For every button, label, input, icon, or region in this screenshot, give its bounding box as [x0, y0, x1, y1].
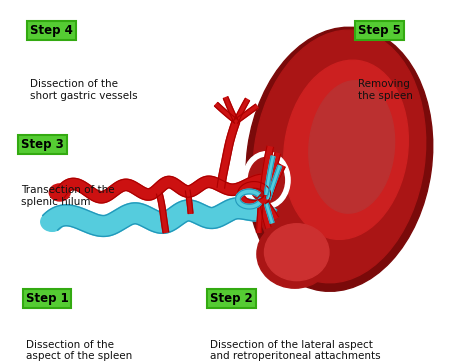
Polygon shape	[55, 174, 267, 203]
Text: Step 2: Step 2	[210, 292, 253, 305]
Polygon shape	[185, 190, 193, 214]
Text: Step 1: Step 1	[26, 292, 69, 305]
Text: Step 4: Step 4	[30, 24, 73, 37]
Text: Removing
the spleen: Removing the spleen	[358, 79, 413, 101]
Polygon shape	[215, 102, 237, 123]
Polygon shape	[237, 182, 271, 207]
Polygon shape	[235, 104, 258, 123]
Ellipse shape	[253, 30, 426, 283]
Polygon shape	[260, 146, 273, 190]
Ellipse shape	[284, 60, 408, 239]
Text: Dissection of the
aspect of the spleen: Dissection of the aspect of the spleen	[26, 340, 132, 361]
Polygon shape	[217, 120, 240, 188]
Polygon shape	[264, 203, 274, 223]
Polygon shape	[234, 98, 249, 122]
Polygon shape	[264, 153, 281, 195]
Ellipse shape	[264, 224, 329, 281]
Polygon shape	[223, 97, 238, 122]
Ellipse shape	[246, 27, 433, 291]
Ellipse shape	[248, 157, 284, 203]
Polygon shape	[156, 193, 169, 233]
Ellipse shape	[41, 212, 64, 231]
Text: Transection of the
splenic hilum: Transection of the splenic hilum	[21, 185, 115, 207]
Polygon shape	[264, 156, 275, 195]
Polygon shape	[43, 198, 277, 236]
Polygon shape	[266, 165, 282, 200]
Text: Dissection of the
short gastric vessels: Dissection of the short gastric vessels	[30, 79, 138, 101]
Text: Dissection of the lateral aspect
and retroperitoneal attachments: Dissection of the lateral aspect and ret…	[210, 340, 381, 361]
Ellipse shape	[309, 81, 394, 213]
Ellipse shape	[243, 152, 290, 209]
Ellipse shape	[49, 184, 70, 201]
Polygon shape	[261, 206, 271, 228]
Ellipse shape	[257, 220, 333, 288]
Polygon shape	[264, 202, 278, 219]
Polygon shape	[265, 165, 285, 200]
Text: Step 5: Step 5	[358, 24, 401, 37]
Polygon shape	[256, 204, 263, 232]
Text: Step 3: Step 3	[21, 138, 64, 151]
Polygon shape	[236, 189, 261, 209]
